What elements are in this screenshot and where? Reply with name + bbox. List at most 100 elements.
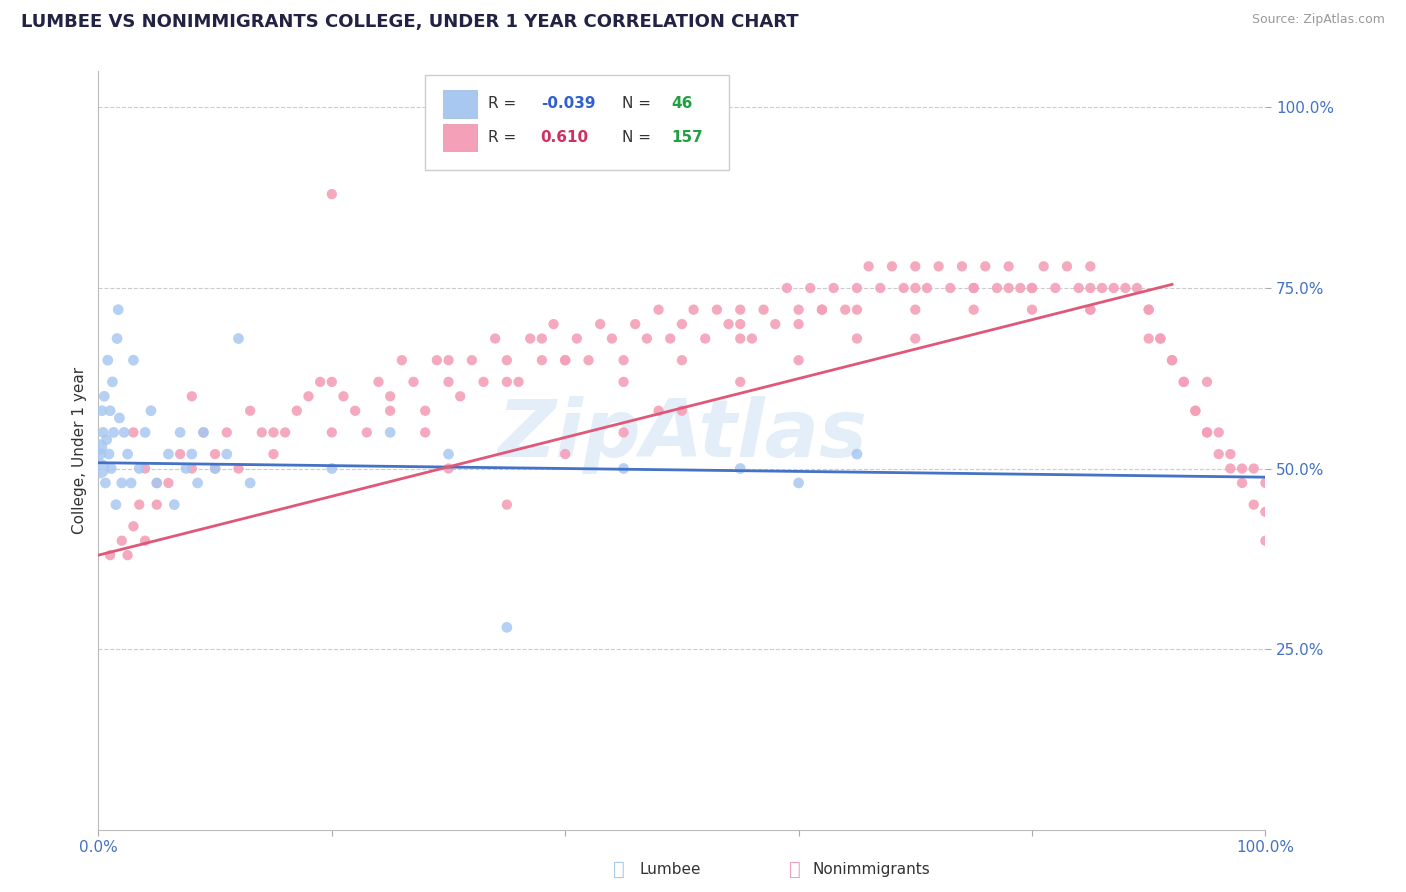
Point [180, 461, 202, 475]
Point [997, 260, 1019, 274]
Point [787, 353, 810, 368]
Point [1114, 281, 1136, 295]
Point [950, 260, 973, 274]
Point [380, 389, 402, 403]
Point [262, 425, 284, 440]
Point [869, 281, 891, 295]
Point [120, 475, 142, 490]
Text: 157: 157 [672, 130, 703, 145]
Point [1056, 260, 1078, 274]
Point [402, 375, 425, 389]
Point [321, 425, 343, 440]
Point [496, 375, 519, 389]
Point [91, 425, 114, 440]
Point [163, 498, 186, 512]
Point [962, 302, 984, 317]
Point [846, 447, 869, 461]
Point [647, 403, 669, 417]
Point [811, 302, 834, 317]
Point [1208, 447, 1230, 461]
Point [111, 475, 134, 490]
Point [589, 317, 612, 331]
Point [787, 302, 810, 317]
Text: ⬜: ⬜ [789, 860, 800, 880]
Point [94, 475, 117, 490]
Point [763, 317, 786, 331]
Point [1230, 475, 1253, 490]
Point [1137, 302, 1160, 317]
Point [472, 375, 495, 389]
Text: R =: R = [488, 130, 526, 145]
Point [105, 332, 128, 346]
Point [128, 498, 150, 512]
Point [997, 281, 1019, 295]
Point [274, 425, 297, 440]
Point [321, 375, 343, 389]
Point [915, 281, 938, 295]
Point [1195, 425, 1218, 440]
Point [1149, 332, 1171, 346]
Point [717, 317, 740, 331]
Point [285, 403, 308, 417]
Point [671, 317, 693, 331]
Point [1219, 461, 1241, 475]
Point [380, 425, 402, 440]
Point [1021, 281, 1043, 295]
Point [461, 353, 484, 368]
Point [1021, 281, 1043, 295]
Point [98, 403, 121, 417]
Text: Nonimmigrants: Nonimmigrants [813, 863, 931, 877]
Point [146, 498, 169, 512]
Point [1254, 475, 1277, 490]
Text: 46: 46 [672, 96, 693, 112]
Point [413, 425, 436, 440]
Point [613, 425, 636, 440]
Point [974, 260, 997, 274]
Text: N =: N = [623, 96, 657, 112]
Point [1219, 447, 1241, 461]
Point [1137, 332, 1160, 346]
Y-axis label: College, Under 1 year: College, Under 1 year [72, 367, 87, 534]
Point [228, 461, 250, 475]
Point [613, 353, 636, 368]
Text: ⬜: ⬜ [613, 860, 624, 880]
Point [157, 447, 180, 461]
Point [134, 533, 156, 548]
Point [530, 353, 553, 368]
Point [96, 433, 118, 447]
Point [730, 302, 752, 317]
Point [904, 332, 927, 346]
Point [1195, 425, 1218, 440]
Point [193, 425, 215, 440]
Point [139, 403, 162, 417]
Point [122, 353, 145, 368]
Point [344, 403, 367, 417]
Point [695, 332, 717, 346]
Point [134, 425, 156, 440]
Point [565, 332, 588, 346]
Point [309, 375, 332, 389]
Point [122, 519, 145, 533]
Point [484, 332, 506, 346]
Point [613, 461, 636, 475]
Point [904, 281, 927, 295]
Point [413, 403, 436, 417]
Point [904, 302, 927, 317]
Point [1161, 353, 1184, 368]
Text: Source: ZipAtlas.com: Source: ZipAtlas.com [1251, 13, 1385, 27]
Point [250, 425, 273, 440]
Point [1126, 281, 1149, 295]
Point [600, 332, 623, 346]
Point [624, 317, 647, 331]
Point [1243, 498, 1265, 512]
Point [1254, 505, 1277, 519]
Text: -0.039: -0.039 [541, 96, 595, 112]
Point [93, 389, 115, 403]
Point [1149, 332, 1171, 346]
Point [671, 353, 693, 368]
Point [97, 447, 120, 461]
Point [169, 425, 191, 440]
Point [893, 281, 915, 295]
Point [834, 302, 856, 317]
Point [939, 281, 962, 295]
